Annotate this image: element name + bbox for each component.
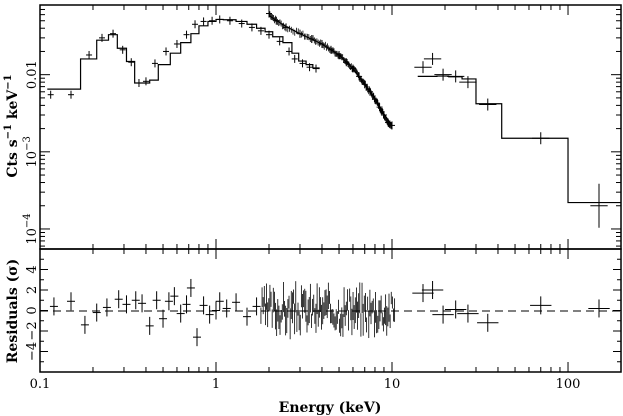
residuals-panel: −4 −2 0 2 4 [25,248,622,373]
data-point [459,76,477,89]
x-tick-label: 0.1 [30,377,51,392]
residual-point [182,295,191,314]
data-point [183,30,190,39]
ylabel-mid: keV [5,89,21,124]
x-tick-label: 100 [556,377,581,392]
residual-point [92,303,101,322]
residual-point [159,309,168,328]
x-tick-label: 1 [212,377,220,392]
y-tick-label: 0.01 [25,60,40,89]
y-tick-label: 2 [25,286,40,294]
data-point [192,20,199,29]
data-point [142,77,149,86]
ylabel-exp1: −1 [3,124,14,139]
residual-point [164,292,173,311]
data-point [209,16,216,25]
y-tick-label: −4 [25,342,40,361]
ylabel-main: Cts s [5,139,21,177]
residual-point-hard [477,313,499,332]
residual-point [114,290,123,309]
data-point [163,47,170,56]
spectrum-data [47,9,608,228]
residual-point [49,297,58,316]
residual-point [138,294,147,313]
data-point [276,37,283,46]
data-point [479,98,497,111]
data-point [119,45,126,54]
y-tick-label: −2 [25,321,40,340]
residual-point-hard [530,296,552,315]
spectrum-panel: 0.01 10−3 10−4 [22,4,622,250]
residual-point-hard [588,299,610,318]
residual-point [212,301,221,320]
residual-point [193,328,202,347]
residual-point [252,297,261,316]
data-point [47,90,54,99]
residual-point [66,292,75,311]
data-point [590,183,608,228]
y-tick-label: 4 [25,265,40,273]
data-point [414,61,432,74]
data-point [286,47,293,56]
data-point [291,54,298,63]
data-point [238,19,245,28]
data-point [128,58,135,67]
residual-point-hard [457,304,479,323]
residual-point [152,291,161,310]
spectrum-ticks [39,4,622,249]
residuals-data [49,278,610,347]
residual-point [222,299,231,318]
residual-point [102,298,111,317]
residual-point [122,295,131,314]
spectrum-model [47,15,621,204]
residual-point [131,291,140,310]
model-curve [268,15,393,126]
data-point [151,59,158,68]
residual-point [205,305,214,324]
residual-point [242,307,251,326]
y-tick-label: 10−4 [22,213,40,244]
residual-point-hard [432,305,454,324]
residual-point [199,296,208,315]
residual-point [186,278,195,297]
residuals-ticks [39,248,622,373]
residuals-y-tick-labels: −4 −2 0 2 4 [25,265,40,361]
residual-point [215,292,224,311]
x-tick-labels: 0.1 1 10 100 [30,377,581,392]
residual-point [170,287,179,306]
data-point [110,29,117,38]
ylabel-exp2: −1 [3,74,14,89]
residual-point-hard [412,284,434,303]
residual-point [232,293,241,312]
residual-point-hard [444,300,467,319]
y-tick-label: 0 [25,306,40,314]
residual-point [145,316,154,335]
spectrum-y-axis-title: Cts s−1 keV−1 [3,74,21,177]
residual-point [80,315,89,334]
data-point [434,68,452,81]
data-point [200,17,207,26]
data-point [173,39,180,48]
data-point [423,52,442,65]
model-step-hard [417,75,621,204]
residual-point [176,304,185,323]
y-tick-label: 10−3 [22,136,40,167]
model-step-soft [47,18,320,90]
residual-point-hard [421,281,444,299]
x-axis-title: Energy (keV) [279,400,382,416]
data-point [67,90,74,99]
data-point [226,16,233,25]
spectrum-frame [39,4,622,250]
residuals-y-axis-title: Residuals (σ) [5,259,21,363]
spectrum-y-tick-labels: 0.01 10−3 10−4 [22,60,40,244]
x-tick-label: 10 [384,377,401,392]
data-point [86,50,93,59]
